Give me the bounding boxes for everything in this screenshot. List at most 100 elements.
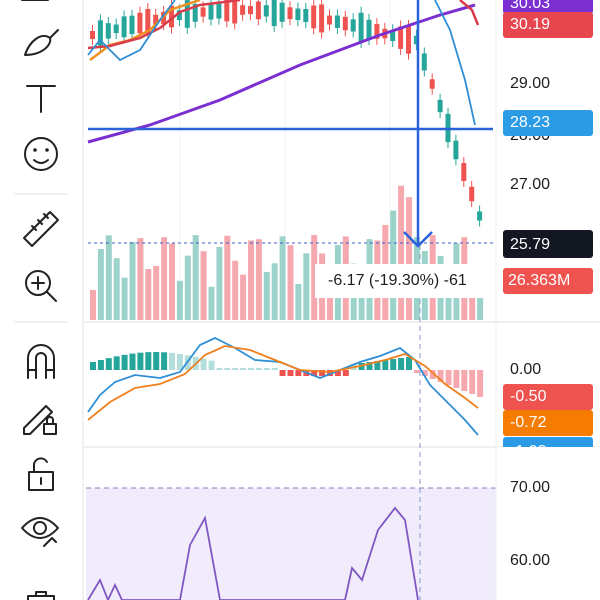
candle	[176, 10, 182, 21]
volume-bar	[279, 236, 286, 320]
ruler-icon[interactable]	[23, 211, 59, 247]
candle	[224, 0, 230, 22]
candle	[421, 53, 427, 71]
macd-bar	[176, 353, 183, 370]
macd-bar	[366, 362, 373, 370]
macd-bar	[461, 370, 468, 391]
macd-bar	[90, 362, 96, 370]
volume-bar	[311, 235, 318, 320]
ma-line	[87, 3, 476, 144]
volume-bar	[216, 246, 223, 320]
rsi-line	[87, 506, 419, 600]
volume-bar	[232, 260, 239, 320]
candle	[208, 3, 214, 20]
macd-bar	[200, 358, 207, 370]
volume-bar	[224, 235, 231, 320]
macd-bar	[453, 370, 460, 388]
macd-bar	[161, 352, 168, 370]
candle	[469, 186, 475, 202]
candle	[137, 12, 143, 34]
volume-bar	[287, 245, 294, 320]
candle	[153, 14, 159, 25]
measure-box	[315, 264, 495, 298]
volume-bar	[327, 283, 333, 320]
macd-bar	[413, 370, 420, 373]
candle	[113, 24, 119, 34]
lock-draw-icon[interactable]	[23, 405, 57, 435]
candle	[105, 23, 111, 39]
candle	[358, 12, 364, 43]
candle	[248, 6, 253, 15]
price-tag	[503, 110, 593, 136]
candle	[216, 2, 222, 19]
candle	[232, 0, 238, 24]
macd-bar	[263, 368, 270, 370]
macd-bar	[445, 370, 452, 385]
macd-histogram	[90, 352, 484, 397]
candle	[169, 5, 174, 28]
candle	[406, 25, 411, 54]
candle	[240, 5, 246, 15]
price-tag	[503, 12, 593, 38]
candle	[121, 16, 127, 38]
band-line	[87, 0, 476, 126]
volume-bar	[406, 197, 412, 320]
emoji-icon[interactable]	[24, 137, 58, 171]
unlock-icon[interactable]	[28, 457, 54, 491]
macd-bar	[406, 357, 412, 370]
macd-bar	[327, 370, 333, 376]
visibility-icon[interactable]	[21, 517, 59, 547]
volume-bar	[255, 239, 262, 320]
volume-bar	[153, 266, 160, 320]
measure-label: -6.17 (-19.30%) -61	[328, 272, 467, 289]
volume-bar	[200, 251, 207, 320]
volume-bar	[295, 283, 302, 320]
candle	[350, 19, 356, 32]
candle	[184, 0, 190, 28]
signal-line	[87, 345, 479, 421]
crosshair-price: 25.79	[510, 236, 550, 253]
macd-bar	[429, 370, 436, 379]
candle	[342, 16, 348, 31]
toolbar-icon[interactable]	[27, 591, 55, 600]
candle	[192, 4, 198, 22]
macd-bar	[97, 360, 104, 370]
macd-bar	[145, 352, 152, 370]
macd-bar	[390, 359, 397, 370]
macd-tag	[503, 410, 593, 436]
brush-icon[interactable]	[24, 29, 59, 56]
rsi-band	[86, 488, 496, 600]
macd-bar	[232, 368, 239, 370]
volume-tag	[503, 268, 593, 294]
macd-bar	[421, 370, 428, 376]
volume-bar	[169, 243, 175, 320]
macd-bar	[255, 368, 262, 370]
text-icon[interactable]	[26, 85, 56, 113]
volume-bar	[248, 240, 254, 320]
macd-bar	[208, 360, 215, 370]
macd-bar	[129, 353, 136, 370]
volume-bar	[129, 241, 136, 320]
candle	[319, 4, 325, 33]
volume-bar	[137, 238, 144, 320]
volume-bar	[192, 235, 199, 320]
price-label: 27.00	[510, 176, 550, 193]
candle	[255, 1, 261, 20]
macd-bar	[287, 370, 294, 376]
volume-bar	[145, 268, 152, 320]
candle	[295, 8, 301, 21]
macd-bar	[279, 370, 286, 376]
price-label: 30.19	[510, 16, 550, 33]
volume-bar	[113, 258, 120, 320]
magnet-icon[interactable]	[27, 344, 55, 379]
candle	[390, 30, 396, 42]
ma-line	[87, 0, 241, 50]
zoom-icon[interactable]	[25, 270, 57, 302]
crosshair-price-tag	[503, 230, 593, 258]
pane-cover	[497, 447, 600, 467]
macd-label: 0.00	[510, 361, 541, 378]
volume-bar	[398, 185, 405, 320]
macd-bar	[398, 358, 405, 370]
candle	[413, 35, 419, 45]
